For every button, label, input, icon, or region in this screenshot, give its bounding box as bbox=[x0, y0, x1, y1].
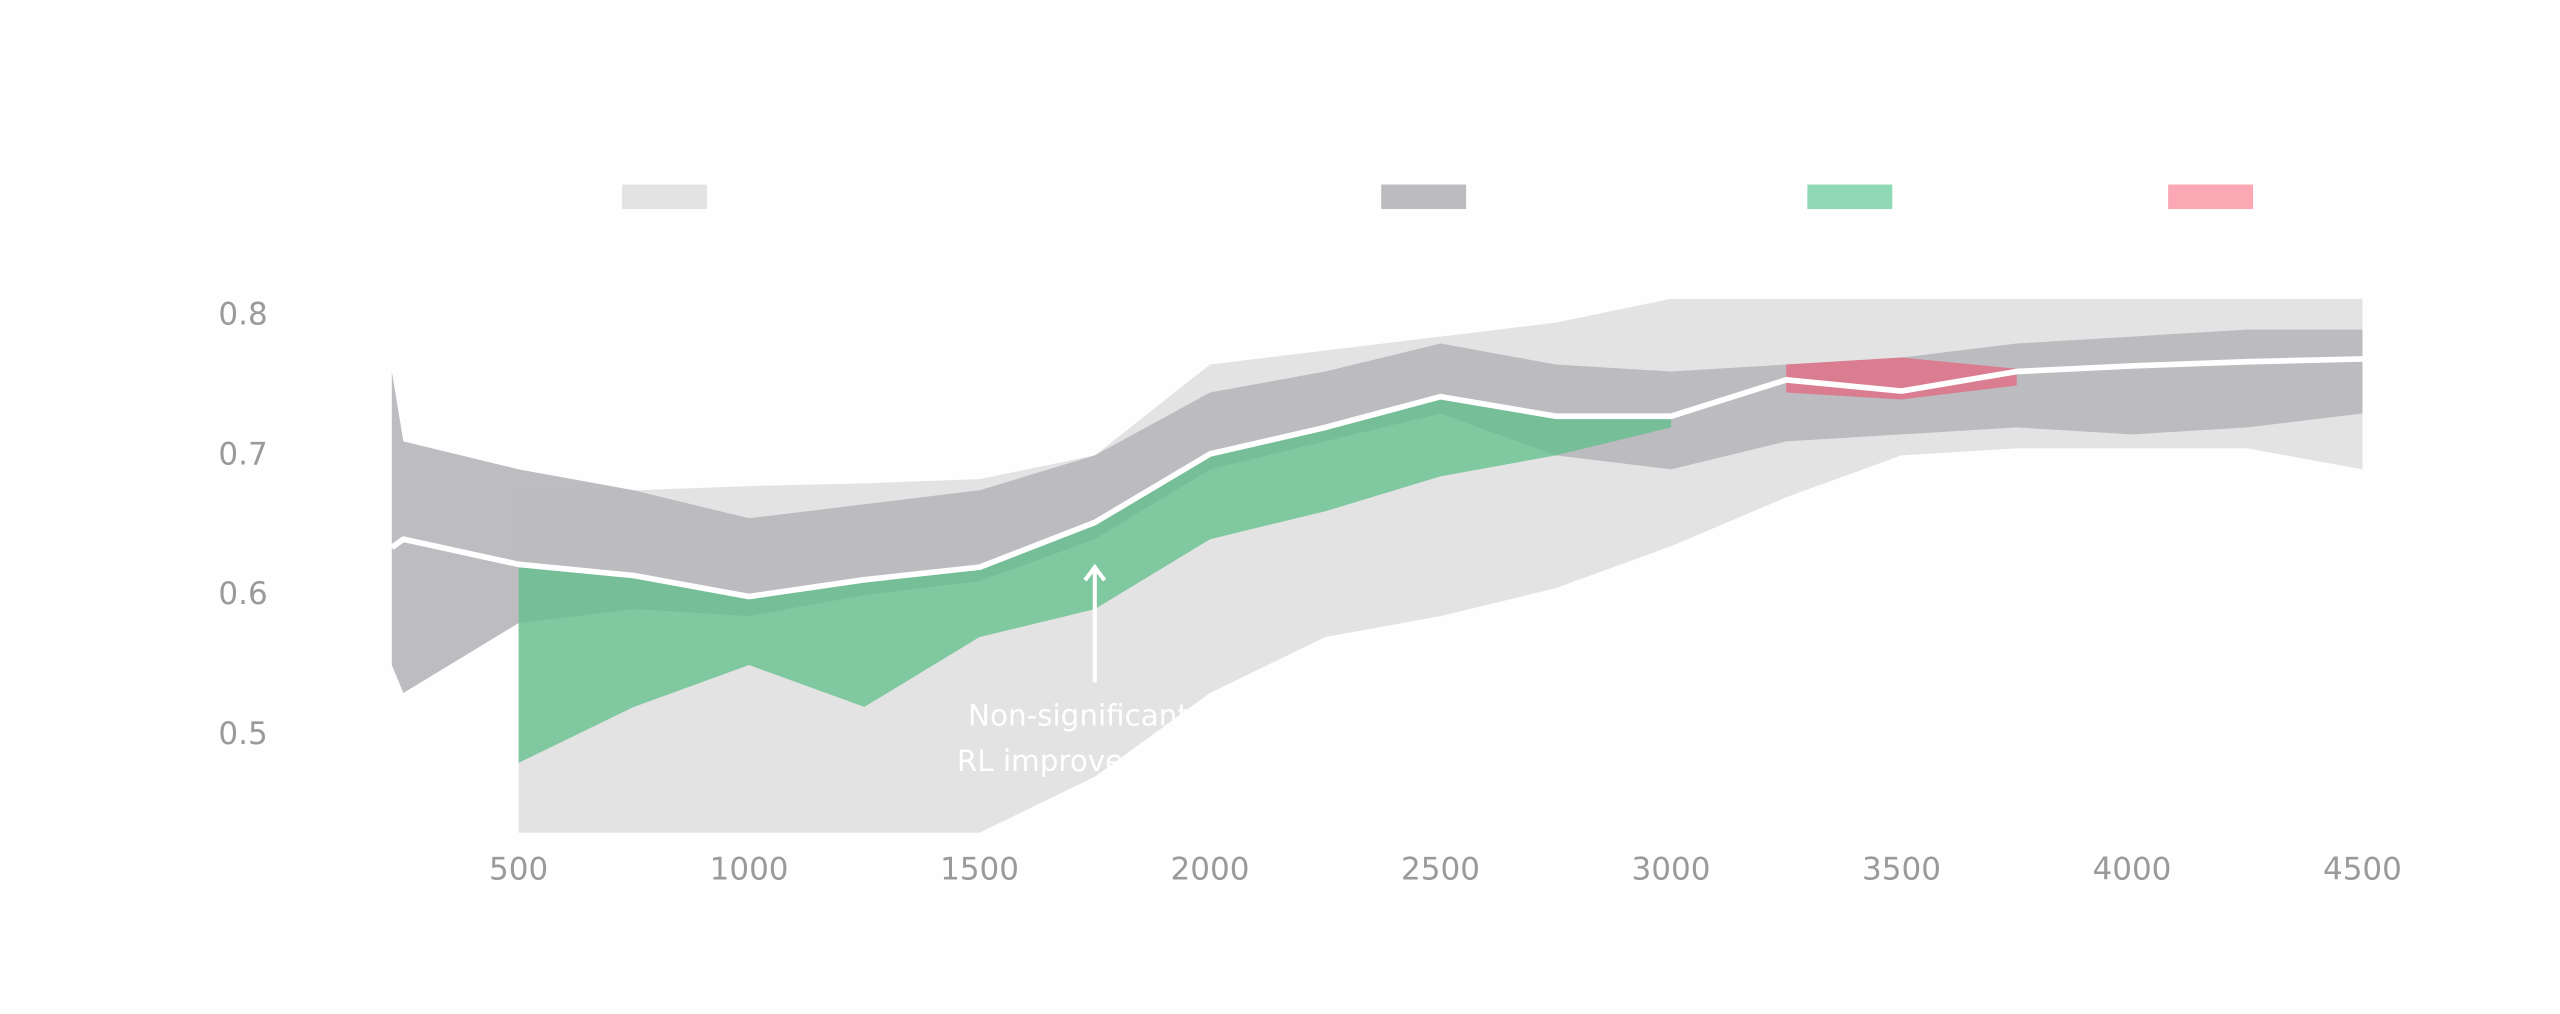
legend-swatch bbox=[622, 184, 707, 210]
x-tick-label: 4000 bbox=[2092, 851, 2171, 887]
legend-swatch bbox=[1807, 184, 1893, 210]
y-tick-label: 0.5 bbox=[218, 716, 267, 752]
mean-line bbox=[390, 356, 2363, 600]
x-tick-label: 3500 bbox=[1862, 851, 1941, 887]
y-tick-label: 0.7 bbox=[218, 436, 267, 472]
x-tick-label: 1500 bbox=[940, 851, 1019, 887]
x-tick-label: 4500 bbox=[2323, 851, 2402, 887]
x-tick-label: 500 bbox=[489, 851, 548, 887]
annotation-arrowhead bbox=[1083, 563, 1107, 582]
y-tick-label: 0.6 bbox=[218, 576, 267, 612]
y-tick-label: 0.8 bbox=[218, 297, 267, 333]
x-tick-label: 1000 bbox=[710, 851, 789, 887]
legend-swatch bbox=[1381, 184, 1467, 210]
x-tick-label: 2000 bbox=[1171, 851, 1250, 887]
annotation-text: Non-significant bbox=[968, 698, 1189, 732]
band bbox=[1786, 357, 2017, 400]
annotation-text: RL improvement bbox=[957, 744, 1200, 778]
x-tick-label: 2500 bbox=[1401, 851, 1480, 887]
plot-area bbox=[390, 298, 2363, 833]
legend-swatch bbox=[2168, 184, 2254, 210]
x-tick-label: 3000 bbox=[1632, 851, 1711, 887]
band bbox=[391, 329, 2363, 693]
